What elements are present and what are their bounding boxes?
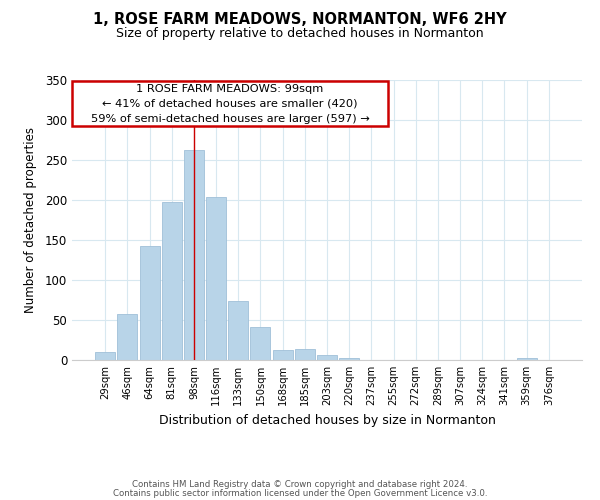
Bar [339, 358, 359, 360]
Bar [206, 197, 226, 360]
Bar [517, 358, 536, 360]
Bar [140, 246, 160, 360]
Bar [228, 301, 248, 360]
Bar [272, 350, 293, 360]
Text: 1 ROSE FARM MEADOWS: 99sqm
← 41% of detached houses are smaller (420)
59% of sem: 1 ROSE FARM MEADOWS: 99sqm ← 41% of deta… [91, 84, 370, 124]
Bar [317, 355, 337, 360]
X-axis label: Distribution of detached houses by size in Normanton: Distribution of detached houses by size … [158, 414, 496, 426]
Bar [95, 352, 115, 360]
Text: 1, ROSE FARM MEADOWS, NORMANTON, WF6 2HY: 1, ROSE FARM MEADOWS, NORMANTON, WF6 2HY [93, 12, 507, 28]
Bar [184, 150, 204, 360]
Bar [250, 327, 271, 360]
Text: Contains public sector information licensed under the Open Government Licence v3: Contains public sector information licen… [113, 490, 487, 498]
Bar [118, 314, 137, 360]
Text: Size of property relative to detached houses in Normanton: Size of property relative to detached ho… [116, 28, 484, 40]
Bar [162, 202, 182, 360]
Y-axis label: Number of detached properties: Number of detached properties [23, 127, 37, 313]
Text: Contains HM Land Registry data © Crown copyright and database right 2024.: Contains HM Land Registry data © Crown c… [132, 480, 468, 489]
Bar [295, 349, 315, 360]
FancyBboxPatch shape [72, 82, 388, 126]
